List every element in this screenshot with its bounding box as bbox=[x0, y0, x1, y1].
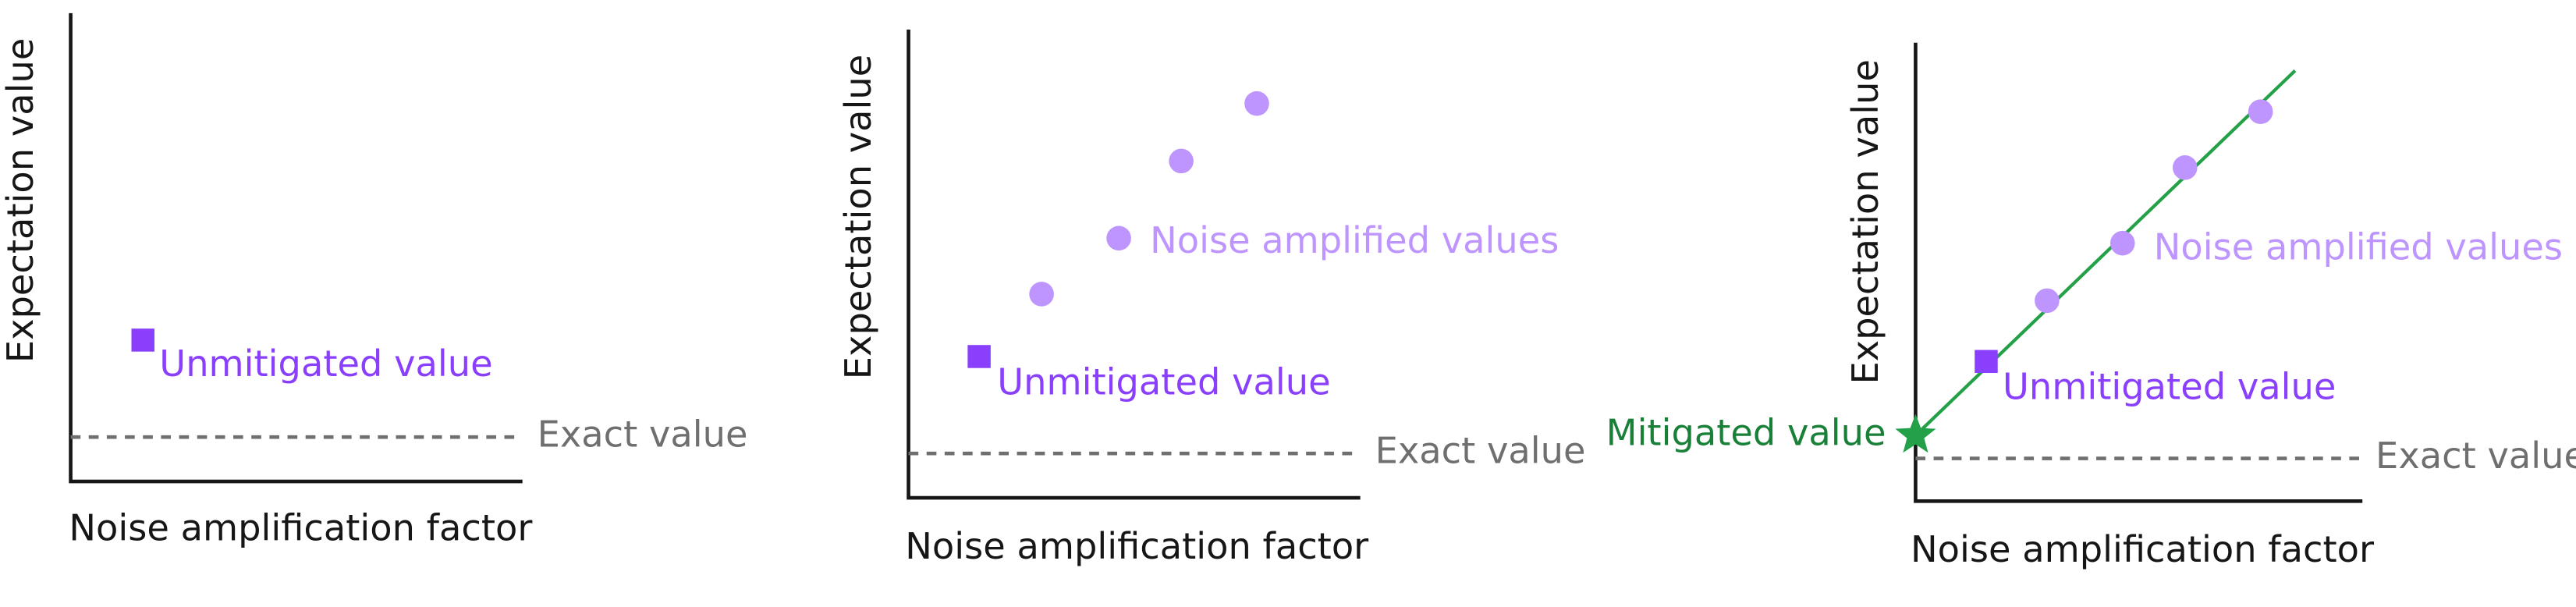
fit-line bbox=[1914, 69, 2297, 437]
panel: Noise amplified values Unmitigated value… bbox=[1606, 42, 2576, 570]
axes bbox=[1914, 42, 2363, 503]
x-axis-label: Noise amplification factor bbox=[1911, 528, 2375, 570]
unmitigated-label: Unmitigated value bbox=[997, 360, 1330, 403]
exact-label: Exact value bbox=[538, 414, 748, 456]
noise-point bbox=[1029, 282, 1054, 307]
y-axis-label: Expectation value bbox=[837, 55, 879, 380]
noise-point bbox=[1244, 91, 1269, 116]
unmitigated-marker bbox=[1975, 350, 1998, 374]
noise-label: Noise amplified values bbox=[2154, 226, 2563, 268]
x-axis-label: Noise amplification factor bbox=[905, 525, 1369, 567]
exact-label: Exact value bbox=[2376, 435, 2576, 477]
noise-point bbox=[2109, 230, 2135, 256]
y-axis-label: Expectation value bbox=[1844, 59, 1886, 384]
axes bbox=[69, 12, 523, 484]
noise-point bbox=[2172, 155, 2198, 180]
axes bbox=[907, 29, 1361, 500]
noise-point bbox=[1106, 225, 1131, 251]
panel: Noise amplified values Unmitigated value… bbox=[837, 29, 1586, 567]
mitigated-marker bbox=[1895, 414, 1936, 453]
exact-label: Exact value bbox=[1375, 430, 1586, 472]
unmitigated-marker bbox=[967, 345, 991, 368]
unmitigated-label: Unmitigated value bbox=[159, 343, 492, 385]
noise-point bbox=[1169, 148, 1194, 174]
y-axis-label: Expectation value bbox=[0, 38, 41, 364]
noise-point bbox=[2248, 99, 2273, 124]
panel: Unmitigated value Exact value Expectatio… bbox=[0, 12, 748, 549]
x-axis-label: Noise amplification factor bbox=[69, 507, 533, 549]
noise-label: Noise amplified values bbox=[1150, 219, 1559, 261]
unmitigated-label: Unmitigated value bbox=[2003, 366, 2336, 408]
mitigated-label: Mitigated value bbox=[1606, 412, 1886, 454]
noise-point bbox=[2035, 288, 2060, 314]
unmitigated-marker bbox=[131, 328, 154, 352]
